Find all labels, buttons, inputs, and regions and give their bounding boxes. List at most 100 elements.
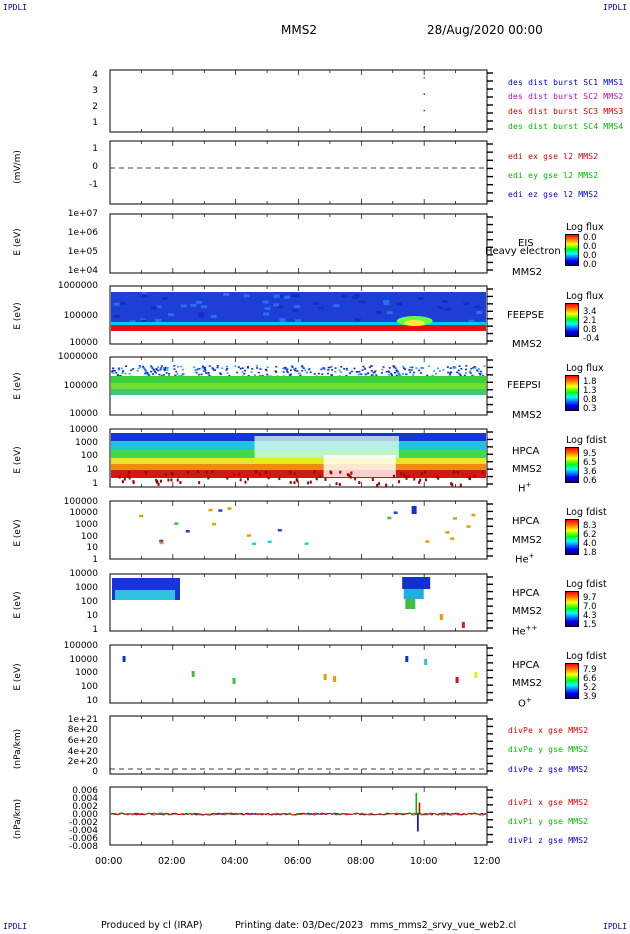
p6-low-energy-cell xyxy=(211,470,214,474)
p7-spectrogram-cell xyxy=(277,528,282,532)
p5-spectrogram-cell xyxy=(128,373,131,375)
p5-spectrogram-cell xyxy=(472,366,475,369)
xtick-1000: 10:00 xyxy=(410,856,438,867)
p5-spectrogram-cell xyxy=(458,372,461,375)
p6-low-energy-cell xyxy=(159,479,162,483)
p4-spectrogram-cell xyxy=(243,294,250,298)
p3-cb-val-3: 0.0 xyxy=(583,260,597,270)
p6-low-energy-cell xyxy=(313,470,316,474)
p5-spectrogram-cell xyxy=(355,371,358,373)
corner-label-tr: IPDLI xyxy=(603,3,628,12)
p5-spectrogram-cell xyxy=(463,374,466,377)
p5-spectrogram-cell xyxy=(323,367,326,370)
p5-spectrogram-cell xyxy=(323,368,326,371)
p5-spectrogram-cell xyxy=(201,365,204,368)
p5-spectrogram-cell xyxy=(286,371,289,374)
p5-spectrogram-cell xyxy=(408,369,411,371)
p4-spectrogram-cell xyxy=(317,306,324,310)
p5-spectrogram-cell xyxy=(387,370,390,373)
p5-spectrogram-cell xyxy=(393,366,396,368)
p8-block-cyan xyxy=(115,590,175,600)
p8-species: He++ xyxy=(512,624,538,638)
p5-spectrogram-cell xyxy=(364,373,367,376)
p5-spectrogram-cell xyxy=(330,374,333,376)
p5-spectrogram-cell xyxy=(370,365,373,367)
p5-green-band-2 xyxy=(111,383,486,389)
p5-spectrogram-cell xyxy=(327,369,330,371)
p5-spectrogram-cell xyxy=(330,365,333,368)
p9-cb-val-0: 7.9 xyxy=(583,665,597,675)
p7-spectrogram-cell xyxy=(304,542,309,545)
p6-ytick-1e1: 10 xyxy=(86,465,98,475)
xtick-0800: 08:00 xyxy=(347,856,375,867)
p9-cb-val-2: 5.2 xyxy=(583,683,597,693)
p8-ytick-1e4: 10000 xyxy=(69,569,98,579)
p1-ytick-2: 2 xyxy=(92,102,98,112)
p4-spectrogram-cell xyxy=(279,318,286,322)
p5-spectrogram-cell xyxy=(449,367,452,369)
p7-ytick-1e1: 10 xyxy=(86,543,98,553)
p5-spectrogram-cell xyxy=(226,367,229,370)
p5-spectrogram-cell xyxy=(395,369,398,372)
p8-instrument: HPCA xyxy=(512,588,540,599)
p5-spectrogram-cell xyxy=(132,368,135,370)
p6-low-energy-cell xyxy=(330,471,333,475)
p6-cb-val-3: 0.6 xyxy=(583,476,597,486)
p5-spectrogram-cell xyxy=(301,365,304,368)
p5-spectrogram-cell xyxy=(155,368,158,371)
p5-spectrogram-cell xyxy=(125,365,128,368)
p5-spectrogram-cell xyxy=(111,370,114,373)
p8-ytick-1e1: 10 xyxy=(86,611,98,621)
p5-cb-val-3: 0.3 xyxy=(583,404,597,414)
p6-low-energy-cell xyxy=(307,481,310,485)
p5-spectrogram-cell xyxy=(476,370,479,373)
p5-spectrogram-cell xyxy=(147,374,150,376)
p6-low-energy-cell xyxy=(171,472,174,476)
p5-spectrogram-cell xyxy=(121,371,124,374)
p4-spectrogram-cell xyxy=(333,304,340,308)
p6-low-energy-cell xyxy=(233,473,236,477)
p6-low-energy-cell xyxy=(354,477,357,481)
p5-spectrogram-cell xyxy=(480,372,483,375)
p5-spectrogram-cell xyxy=(340,366,343,368)
p6-low-energy-cell xyxy=(296,479,299,483)
p5-spectrogram-cell xyxy=(124,372,127,375)
p7-burst-blue xyxy=(411,506,417,514)
p6-band-yellow xyxy=(111,458,486,464)
p11-ylabel: (nPa/km) xyxy=(13,798,23,840)
p6-low-energy-cell xyxy=(121,480,124,484)
p6-low-energy-cell xyxy=(459,483,462,487)
p9-ytick-1e4: 10000 xyxy=(69,655,98,665)
p5-spectrogram-cell xyxy=(322,367,325,369)
p5-spectrogram-cell xyxy=(411,366,414,369)
p6-low-energy-cell xyxy=(348,473,351,477)
p6-low-energy-cell xyxy=(437,476,440,480)
p6-low-energy-cell xyxy=(398,480,401,484)
p7-ytick-1e4: 10000 xyxy=(69,508,98,518)
p4-spectrogram-cell xyxy=(119,301,126,305)
p10-ytick-6e20: 6e+20 xyxy=(67,736,98,746)
p5-spectrogram-cell xyxy=(166,369,169,371)
p3-ytick-1e5: 1e+05 xyxy=(67,247,98,257)
p6-low-energy-cell xyxy=(258,472,261,476)
p5-spectrogram-cell xyxy=(403,367,406,370)
p11-ytick-0: 0.006 xyxy=(72,786,98,796)
p5-spectrogram-cell xyxy=(296,370,299,372)
p5-ytick-1e6: 1000000 xyxy=(57,352,98,362)
p6-colorbar xyxy=(565,447,579,483)
p6-low-energy-cell xyxy=(198,481,201,485)
p2-legend-ey: edi ey gse l2 MMS2 xyxy=(508,171,599,180)
p4-enhancement-core xyxy=(404,320,425,326)
p5-spectrogram-cell xyxy=(266,366,269,369)
p4-spectrogram-cell xyxy=(293,305,300,309)
p4-spectrogram-cell xyxy=(277,294,284,298)
p5-spectrogram-cell xyxy=(334,370,337,373)
burst-point-2 xyxy=(423,93,426,95)
p6-low-energy-cell xyxy=(255,470,258,474)
p2-legend-ex: edi ex gse l2 MMS2 xyxy=(508,152,599,161)
panel-frame-10 xyxy=(109,715,488,775)
p1-legend-mms2: des dist burst SC2 MMS2 xyxy=(508,92,624,101)
p7-spectrogram-cell xyxy=(452,517,457,520)
p5-spectrogram-cell xyxy=(173,368,176,370)
p3-colorbar xyxy=(565,234,579,266)
